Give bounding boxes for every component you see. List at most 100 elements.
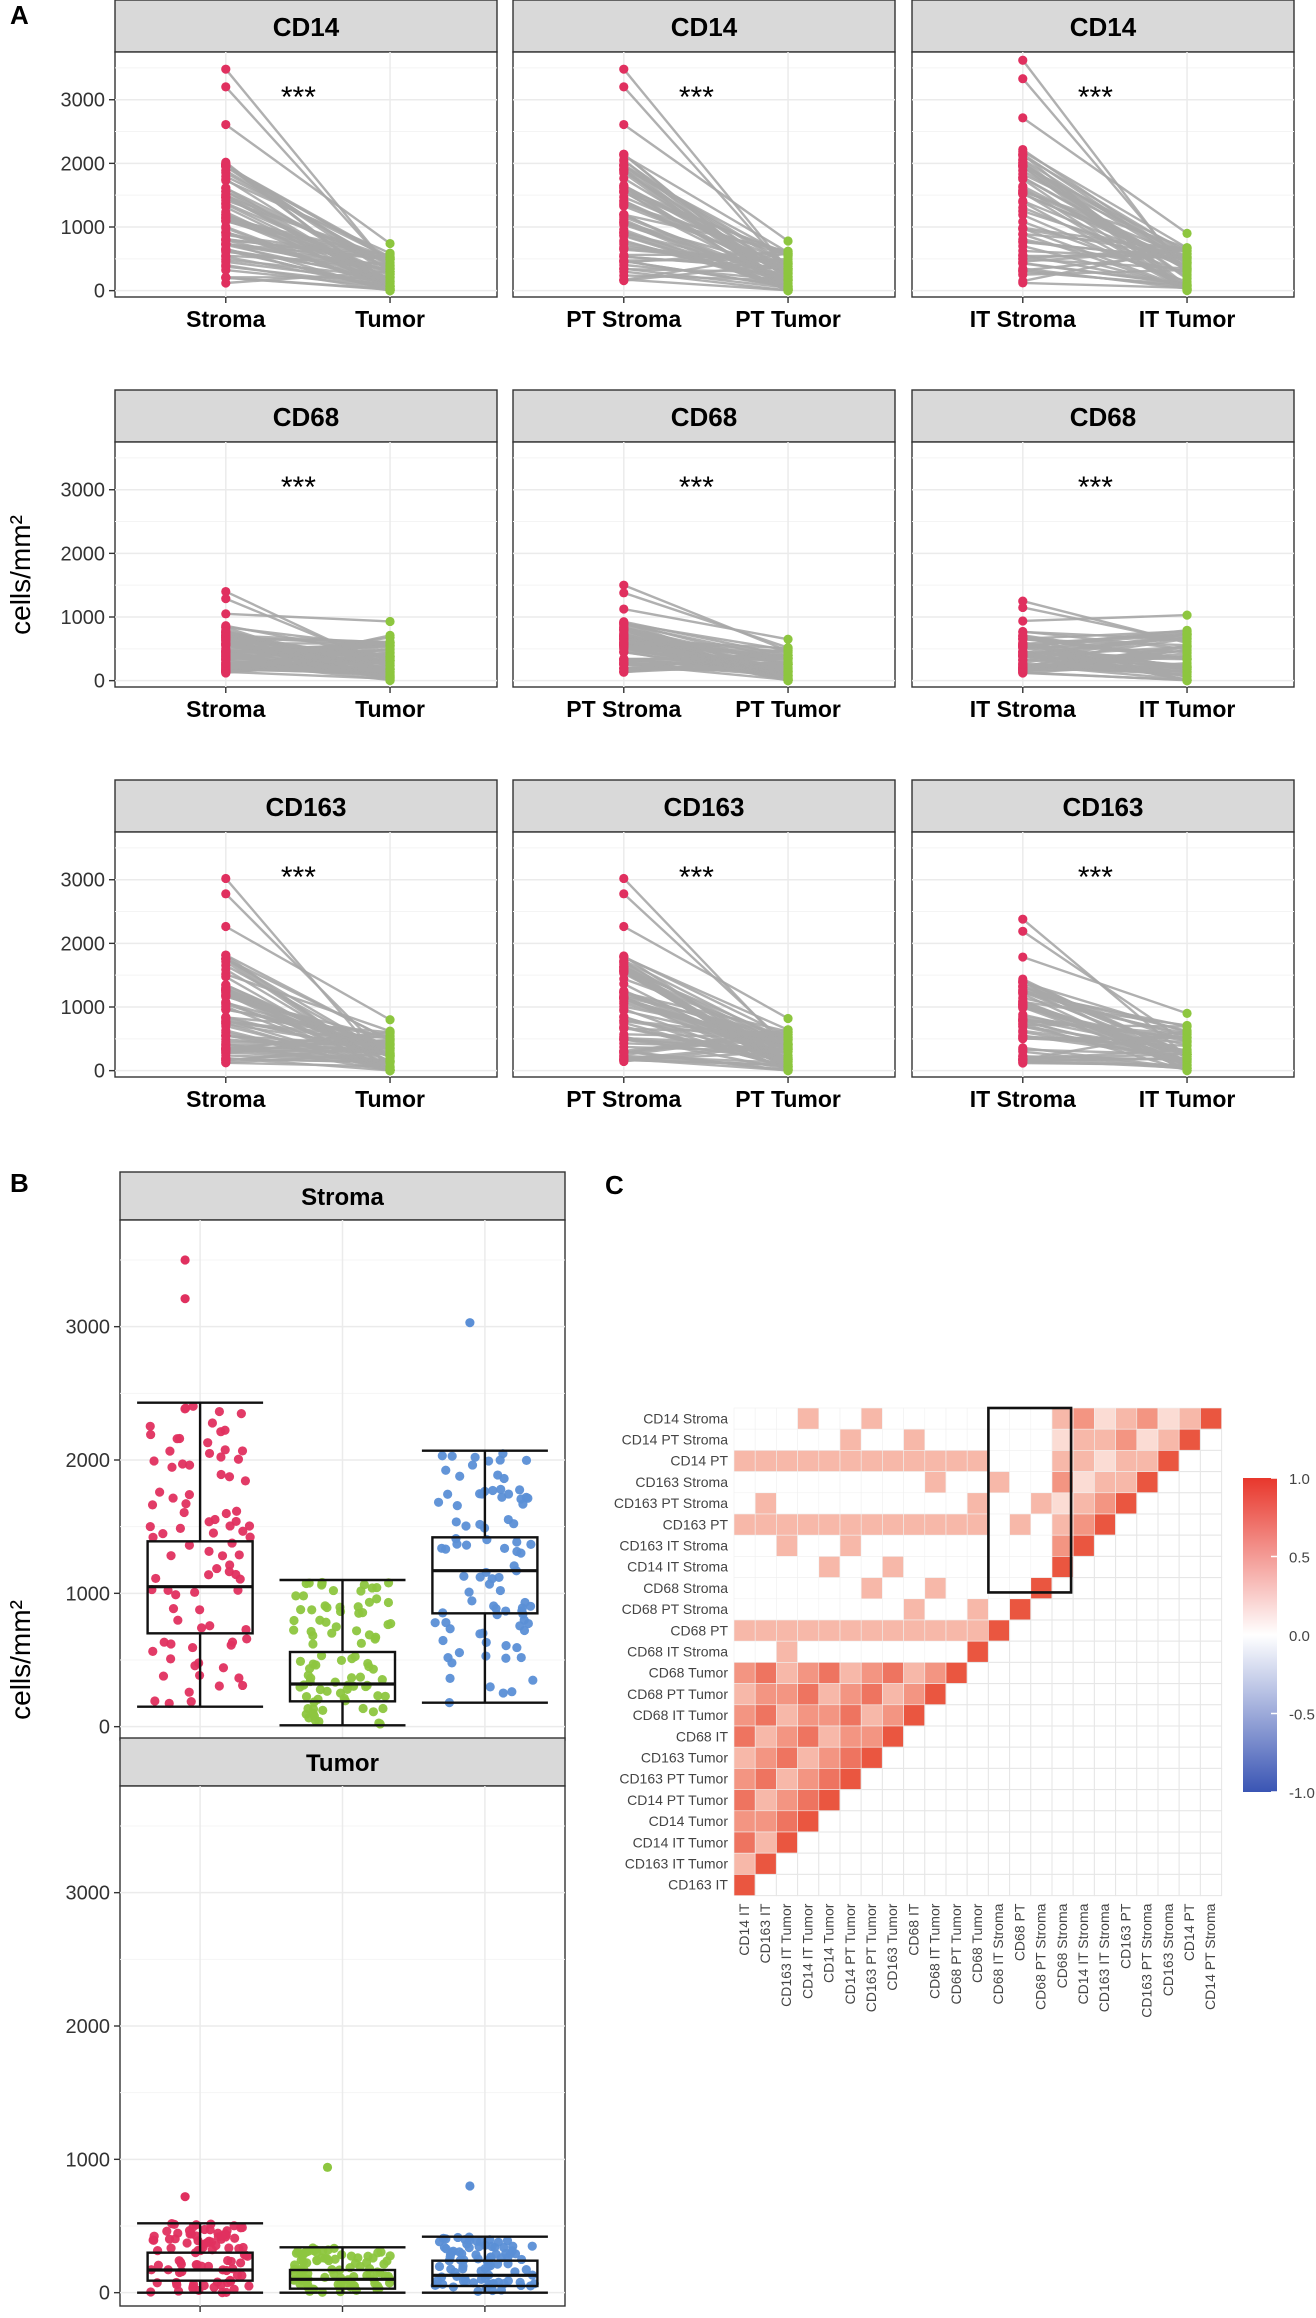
heatmap-cell: [754, 1831, 777, 1854]
stroma-point: [619, 873, 629, 884]
facet-strip-label: CD163: [664, 792, 745, 822]
heatmap-cell-empty: [1009, 1640, 1032, 1663]
paired-line: [225, 171, 391, 267]
jitter-point: [455, 1471, 465, 1481]
stroma-point: [619, 966, 629, 976]
stroma-point: [221, 239, 231, 249]
heatmap-cell: [797, 1407, 820, 1430]
jitter-point: [383, 1597, 394, 1608]
heatmap-cell: [733, 1513, 756, 1536]
heatmap-cell-empty: [1009, 1873, 1032, 1897]
heatmap-cell: [882, 1640, 904, 1663]
jitter-point: [519, 1625, 530, 1636]
jitter-point: [145, 1521, 155, 1532]
paired-line: [225, 597, 391, 668]
tumor-point: [783, 1029, 793, 1040]
jitter-point: [225, 1521, 235, 1531]
heatmap-cell-empty: [1115, 1852, 1138, 1875]
heatmap-cell: [966, 1619, 989, 1642]
heatmap-row-label: CD163 PT Tumor: [619, 1771, 728, 1787]
heatmap-cell-empty: [1030, 1746, 1053, 1769]
tumor-point: [385, 652, 395, 662]
heatmap-cell: [1178, 1428, 1201, 1451]
facet-strip: [911, 0, 1295, 53]
jitter-point: [181, 1499, 191, 1509]
heatmap-cell-empty: [1178, 1746, 1201, 1769]
heatmap-cell: [754, 1513, 777, 1536]
heatmap-cell-empty: [1051, 1661, 1074, 1685]
heatmap-row-label: CD14 Tumor: [649, 1813, 729, 1829]
heatmap-cell: [776, 1725, 798, 1748]
paired-line: [1022, 662, 1188, 670]
legend-tick-label: 1.0: [1289, 1471, 1310, 1488]
stroma-point: [221, 1031, 231, 1041]
jitter-point: [211, 2240, 221, 2251]
x-tick-label: Stroma: [186, 1086, 265, 1112]
paired-line: [623, 960, 789, 1061]
jitter-point: [499, 1543, 510, 1553]
heatmap-cell-empty: [1072, 1831, 1095, 1854]
heatmap-cell: [839, 1450, 862, 1472]
heatmap-cell: [797, 1428, 820, 1451]
paired-panel-cd68-2: CD68 *** IT Stroma IT Tumor: [911, 389, 1295, 722]
heatmap-cell: [860, 1492, 883, 1515]
paired-line: [623, 1049, 789, 1072]
jitter-point: [220, 1445, 230, 1455]
jitter-point: [233, 1454, 244, 1464]
heatmap-cell-empty: [1199, 1767, 1223, 1791]
heatmap-cell-empty: [1009, 1852, 1032, 1875]
heatmap-cell: [1009, 1450, 1032, 1472]
heatmap-cell: [860, 1725, 883, 1748]
heatmap-cell-empty: [987, 1661, 1011, 1685]
jitter-point: [473, 2286, 483, 2297]
stroma-point: [221, 921, 231, 932]
heatmap-cell-empty: [1072, 1704, 1095, 1727]
paired-line: [623, 186, 789, 291]
heatmap-cell: [1094, 1513, 1116, 1536]
jitter-point: [346, 2251, 356, 2261]
stroma-point: [221, 609, 231, 619]
heatmap-cell-empty: [1030, 1852, 1053, 1875]
heatmap-cell: [1178, 1407, 1201, 1430]
heatmap-cell-empty: [1199, 1513, 1223, 1536]
heatmap-cell: [945, 1577, 968, 1600]
paired-line: [225, 263, 391, 292]
heatmap-col-label: CD163 Tumor: [884, 1903, 900, 1990]
paired-panel-cd163-2: CD163 *** IT Stroma IT Tumor: [911, 779, 1295, 1112]
heatmap-cell-empty: [987, 1873, 1011, 1897]
heatmap-cell-empty: [1157, 1598, 1180, 1621]
paired-line: [1022, 671, 1188, 682]
tumor-point: [783, 673, 793, 684]
heatmap-cell: [1136, 1471, 1159, 1494]
paired-line: [225, 640, 391, 681]
heatmap-cell-empty: [1157, 1873, 1180, 1897]
heatmap-cell-empty: [1136, 1661, 1159, 1685]
paired-line: [225, 165, 391, 276]
heatmap-cell-empty: [1009, 1789, 1032, 1812]
heatmap-cell: [924, 1428, 947, 1451]
heatmap-cell-empty: [1199, 1555, 1223, 1579]
heatmap-cell-empty: [945, 1746, 968, 1769]
heatmap-cell: [818, 1640, 841, 1663]
paired-line: [1022, 116, 1188, 235]
significance-marker: ***: [281, 471, 316, 504]
facet-strip: [114, 779, 498, 833]
heatmap-cell-empty: [945, 1725, 968, 1748]
heatmap-row-label: CD14 IT Tumor: [633, 1834, 729, 1850]
heatmap-cell: [882, 1407, 904, 1430]
heatmap-cell-empty: [1157, 1513, 1180, 1536]
jitter-point: [439, 2242, 450, 2252]
heatmap-cell: [1072, 1534, 1095, 1557]
heatmap-cell: [924, 1492, 947, 1515]
heatmap-cell-empty: [1009, 1746, 1032, 1769]
heatmap-row-label: CD163 PT Stroma: [614, 1495, 728, 1511]
heatmap-cell-empty: [1051, 1683, 1074, 1706]
tumor-point: [385, 238, 395, 249]
heatmap-cell: [1009, 1534, 1032, 1557]
heatmap-cell: [988, 1556, 1010, 1578]
paired-line: [1022, 227, 1188, 290]
jitter-point: [217, 1551, 228, 1561]
paired-line: [1022, 161, 1188, 291]
heatmap-cell: [966, 1471, 989, 1494]
tumor-point: [385, 1026, 395, 1036]
